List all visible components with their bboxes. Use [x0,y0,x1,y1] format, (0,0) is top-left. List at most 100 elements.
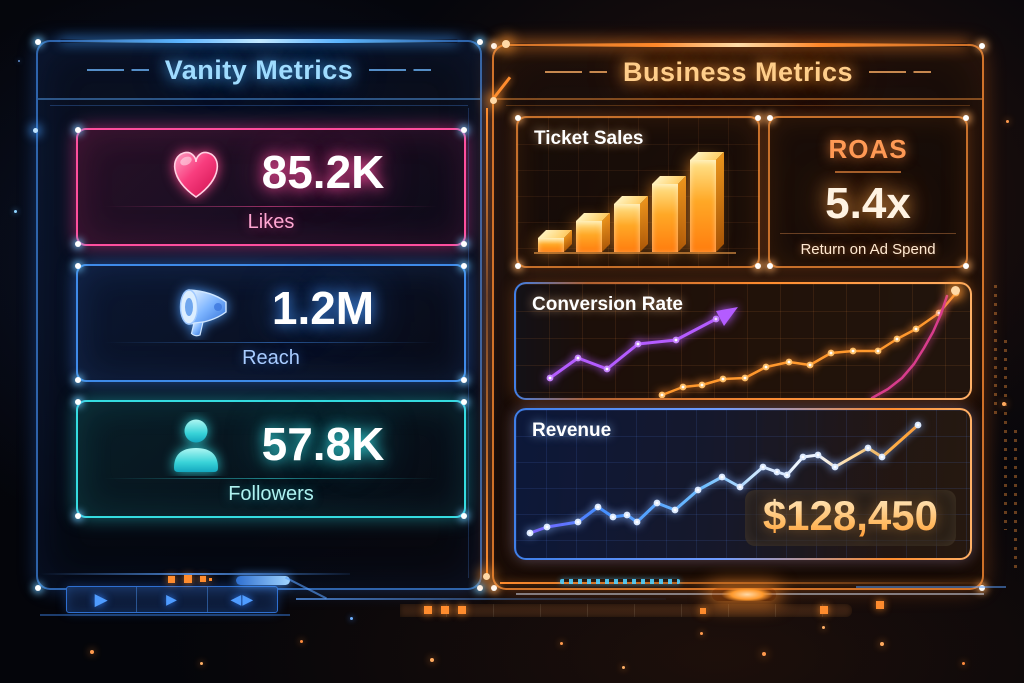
orange-square-deco [876,601,884,609]
corner-glow-dot [461,377,467,383]
corner-glow-dot [963,115,969,121]
purple-trend-point-core [605,367,609,371]
orange-square-deco [700,608,706,614]
corner-glow-dot [75,127,81,133]
corner-glow-dot [515,263,521,269]
revenue-title: Revenue [532,420,612,441]
likes-label: Likes [247,211,295,233]
circuit-line-blue [296,598,666,600]
orange-square-deco [200,576,206,582]
corner-glow-dot [461,127,467,133]
particle [560,642,563,645]
particle [880,642,884,646]
dotted-indicator-row [560,579,680,584]
orange-glow-pill [712,588,776,601]
orange-trend-point-core [764,365,768,369]
roas-value: 5.4x [825,179,911,228]
particle [1002,402,1006,406]
revenue-chart-area: Revenue $128,450 [516,410,970,558]
corner-glow-dot [477,39,483,45]
orange-trend-point-core [700,383,704,387]
particle [962,662,965,665]
glow-node [502,40,510,48]
orange-trend-line [660,291,958,397]
likes-row: 85.2K [78,130,464,204]
orange-square-deco [820,606,828,614]
particle [90,650,94,654]
ticket-sales-bar [690,160,716,252]
purple-trend-line [548,317,718,380]
roas-title: ROAS [828,134,908,164]
revenue-trend-point-core [696,488,700,492]
particle [300,640,303,643]
ticket-sales-bar [538,238,564,252]
orange-trend-point-core [914,327,918,331]
revenue-trend-point-core [655,501,659,505]
followers-divider [104,478,438,479]
orange-trend-point-core [829,351,833,355]
purple-trend-point-core [714,317,718,321]
corner-glow-dot [461,263,467,269]
particle [200,662,203,665]
revenue-trend-point-core [866,446,870,450]
ticket-sales-card: Ticket Sales [515,115,761,269]
followers-card: 57.8K Followers [75,399,467,519]
revenue-trend-point-core [738,485,742,489]
revenue-value-box: $128,450 [744,490,956,546]
dotted-line-vertical [1014,430,1017,570]
circuit-line-blue [856,586,1006,588]
reach-value: 1.2M [271,282,375,334]
revenue-trend-point-core [916,423,920,427]
orange-trend-point-core [681,385,685,389]
ticket-sales-bar-chart [534,160,736,254]
corner-glow-dot [963,263,969,269]
ticket-sales-bar [576,220,602,252]
ticket-sales-bar [652,183,678,252]
corner-glow-dot [979,43,985,49]
play-button[interactable]: ▶ [67,587,138,612]
blue-indicator-pill [236,576,290,585]
orange-trend-point-core [876,349,880,353]
revenue-trend-point-core [635,520,639,524]
glow-node [490,97,497,104]
revenue-trend-point-core [785,473,789,477]
orange-trend-point-core [808,363,812,367]
heart-icon [173,151,218,198]
corner-glow-dot [491,585,497,591]
orange-trend-point-core [937,311,941,315]
conversion-rate-chart-area: Conversion Rate [516,284,970,398]
particle [350,617,353,620]
playback-control-bar: ▶ ▶ ◀▶ [66,586,278,613]
orange-square-deco [184,575,192,583]
glow-node [483,573,490,580]
revenue-trend-point-core [625,513,629,517]
purple-trend-point-core [674,338,678,342]
particle [700,632,703,635]
purple-trend-point-core [636,342,640,346]
vanity-title: Vanity Metrics [164,54,354,85]
revenue-trend-point-core [833,465,837,469]
corner-glow-dot [767,263,773,269]
revenue-line-chart [526,421,922,537]
revenue-trend-point-core [880,455,884,459]
header-dash-right [369,69,432,71]
orange-trend-point-core [787,360,791,364]
orange-trend-point-core [895,337,899,341]
corner-glow-dot [75,241,81,247]
seek-buttons[interactable]: ◀▶ [230,591,255,607]
revenue-trend-point-core [816,453,820,457]
particle [14,210,17,213]
particle [18,60,20,62]
vanity-header: Vanity Metrics [38,42,480,106]
play-small-button[interactable]: ▶ [137,587,208,612]
corner-glow-dot [477,585,483,591]
revenue-trend-point-core [596,505,600,509]
conversion-rate-line-chart [546,289,960,398]
reach-row: 1.2M [78,266,464,340]
likes-value: 85.2K [261,146,385,198]
revenue-trend-point-core [720,475,724,479]
roas-divider [780,233,956,234]
ticket-sales-bar [614,204,640,252]
ticket-sales-title: Ticket Sales [534,128,644,149]
reach-label: Reach [242,347,300,369]
